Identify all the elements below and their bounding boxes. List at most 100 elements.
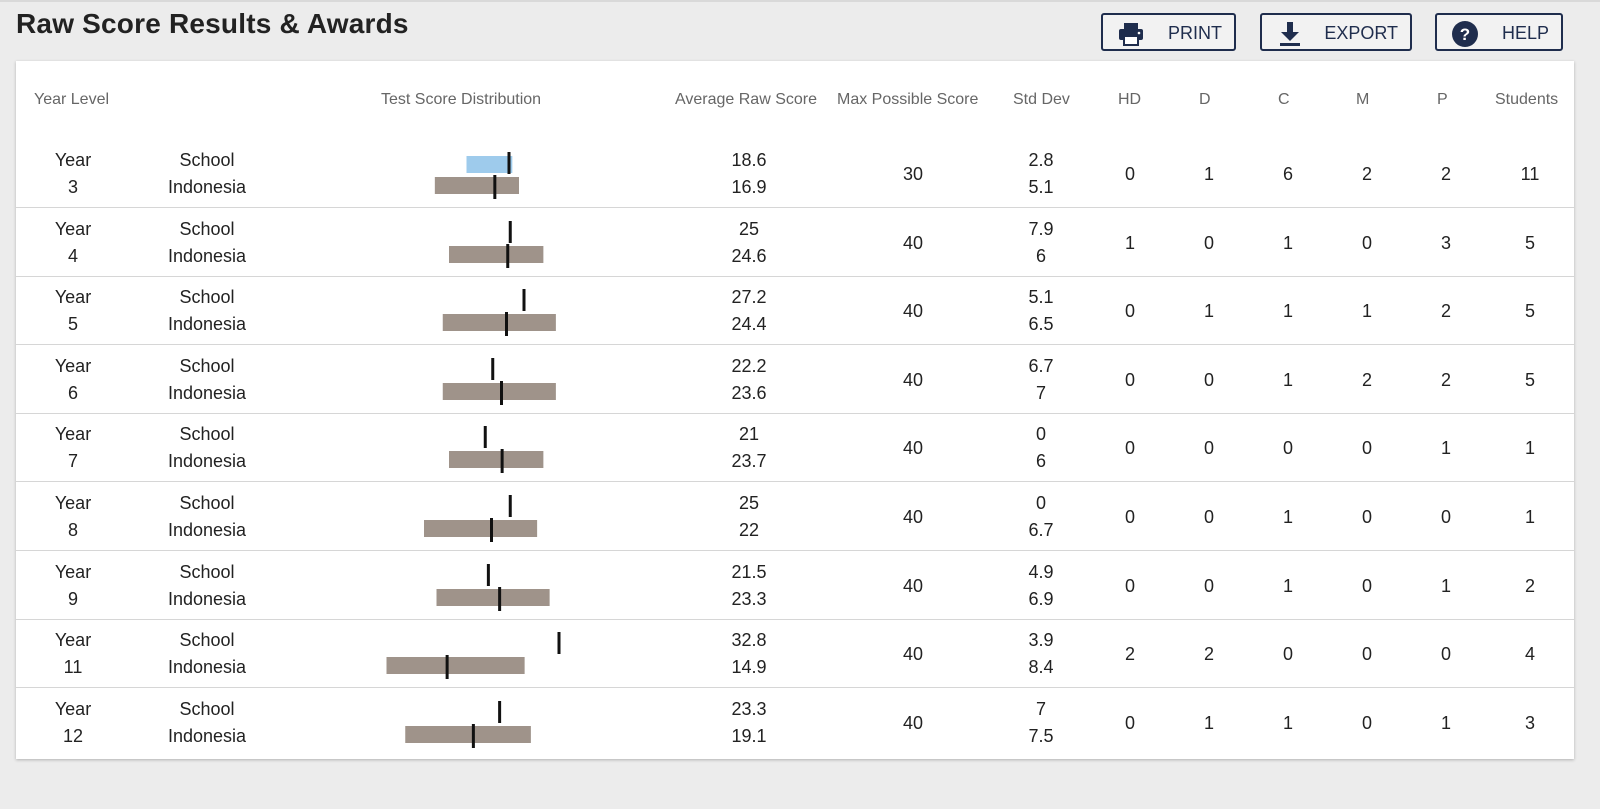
table-row[interactable]: Year 3 School Indonesia 18.6 16.9 2.8 5.1 30 0 1 6 2…: [16, 139, 1574, 208]
c-count: 1: [1282, 369, 1293, 390]
d-count: 1: [1203, 164, 1214, 184]
table-row[interactable]: Year 4 School Indonesia 25 24.6 7.9 6 40 1 0 1 0 3 5: [16, 208, 1574, 277]
table-row[interactable]: Year 9 School Indonesia 21.5 23.3 4.9 6.9 40 0 0 1 0…: [16, 551, 1574, 620]
p-count: 0: [1440, 644, 1451, 665]
m-count: 1: [1361, 301, 1372, 322]
year-cell: Year: [54, 424, 92, 445]
header-m[interactable]: M: [1356, 91, 1370, 108]
page-title: Raw Score Results & Awards: [16, 8, 409, 39]
group-cell: School: [179, 561, 235, 582]
header-average-raw-score[interactable]: Average Raw Score: [675, 91, 817, 108]
average-cell: 22.2: [731, 355, 767, 376]
std-dev-cell: 7: [1035, 382, 1046, 403]
national-range-bar: [449, 245, 544, 263]
year-cell: Year: [54, 218, 92, 239]
score-distribution: [354, 139, 614, 207]
group-cell: Indonesia: [167, 520, 247, 540]
max-score-cell: 40: [902, 507, 924, 527]
national-range-bar: [449, 451, 544, 469]
std-dev-cell: 4.9: [1028, 561, 1054, 582]
help-label: HELP: [1501, 23, 1549, 43]
m-count: 2: [1361, 369, 1372, 390]
students-count: 5: [1524, 232, 1535, 253]
year-cell: Year: [54, 355, 92, 376]
svg-text:?: ?: [1460, 25, 1470, 44]
c-count: 1: [1282, 575, 1293, 596]
national-range-bar: [434, 177, 519, 194]
score-distribution: [354, 551, 614, 619]
national-range-bar: [424, 520, 538, 537]
c-count: 0: [1282, 438, 1293, 459]
header-hd[interactable]: HD: [1118, 91, 1142, 108]
score-distribution: [354, 482, 614, 550]
table-row[interactable]: Year 8 School Indonesia 25 22 0 6.7 40 0 0 1 0 0 1: [16, 482, 1574, 551]
print-label: PRINT: [1168, 23, 1222, 43]
std-dev-cell: 6.7: [1028, 355, 1054, 376]
year-cell: 11: [63, 657, 83, 678]
help-button[interactable]: ? HELP: [1435, 13, 1563, 51]
students-count: 4: [1524, 644, 1535, 665]
average-cell: 27.2: [731, 287, 767, 308]
p-count: 2: [1440, 164, 1451, 184]
m-count: 0: [1361, 644, 1372, 665]
std-dev-cell: 6: [1035, 245, 1046, 266]
national-range-bar: [386, 657, 525, 675]
d-count: 1: [1203, 712, 1214, 733]
p-count: 2: [1440, 369, 1451, 390]
hd-count: 0: [1124, 507, 1135, 527]
std-dev-cell: 0: [1035, 493, 1046, 513]
max-score-cell: 40: [902, 575, 924, 596]
group-cell: Indonesia: [167, 245, 247, 266]
students-count: 2: [1524, 575, 1535, 596]
print-button[interactable]: PRINT: [1101, 13, 1236, 51]
table-row[interactable]: Year 6 School Indonesia 22.2 23.6 6.7 7 40 0 0 1 2 2 5: [16, 345, 1574, 414]
p-count: 0: [1440, 507, 1451, 527]
group-cell: Indonesia: [167, 177, 247, 197]
national-range-bar: [442, 314, 556, 332]
table-row[interactable]: Year 5 School Indonesia 27.2 24.4 5.1 6.5 40 0 1 1 1…: [16, 276, 1574, 346]
c-count: 1: [1282, 712, 1293, 733]
header-distribution[interactable]: Test Score Distribution: [381, 91, 542, 108]
header-max-possible-score[interactable]: Max Possible Score: [837, 91, 979, 108]
std-dev-cell: 5.1: [1028, 177, 1054, 197]
p-count: 1: [1440, 712, 1451, 733]
year-cell: Year: [54, 287, 92, 308]
c-count: 1: [1282, 507, 1293, 527]
export-button[interactable]: EXPORT: [1260, 13, 1412, 51]
national-range-bar: [442, 382, 556, 400]
group-cell: School: [179, 630, 235, 651]
table-row[interactable]: Year 7 School Indonesia 21 23.7 0 6 40 0 0 0 0 1 1: [16, 413, 1574, 483]
header-p[interactable]: P: [1437, 91, 1448, 108]
year-cell: 6: [67, 382, 78, 403]
year-cell: 8: [67, 520, 78, 540]
header-year-level[interactable]: Year Level: [34, 91, 110, 108]
students-count: 5: [1524, 369, 1535, 390]
m-count: 0: [1361, 575, 1372, 596]
header-std-dev[interactable]: Std Dev: [1013, 91, 1070, 108]
d-count: 0: [1203, 438, 1214, 459]
p-count: 1: [1440, 575, 1451, 596]
average-cell: 24.6: [731, 245, 767, 266]
std-dev-cell: 7: [1035, 698, 1046, 719]
score-distribution: [354, 276, 614, 344]
group-cell: School: [179, 424, 235, 445]
std-dev-cell: 6.9: [1028, 588, 1054, 609]
p-count: 2: [1440, 301, 1451, 322]
d-count: 0: [1203, 232, 1214, 253]
results-table: Year Level Test Score Distribution Avera…: [16, 61, 1574, 759]
hd-count: 0: [1124, 301, 1135, 322]
table-row[interactable]: Year 12 School Indonesia 23.3 19.1 7 7.5 40 0 1 1 0 1…: [16, 688, 1574, 756]
export-label: EXPORT: [1324, 23, 1398, 43]
std-dev-cell: 3.9: [1028, 630, 1054, 651]
group-cell: Indonesia: [167, 314, 247, 335]
table-row[interactable]: Year 11 School Indonesia 32.8 14.9 3.9 8.4 40 2 2 0…: [16, 619, 1574, 689]
group-cell: School: [179, 698, 235, 719]
hd-count: 2: [1124, 644, 1135, 665]
students-count: 1: [1524, 438, 1535, 459]
average-cell: 25: [738, 493, 760, 513]
header-c[interactable]: C: [1278, 91, 1290, 108]
c-count: 1: [1282, 232, 1293, 253]
students-count: 3: [1524, 712, 1535, 733]
header-students[interactable]: Students: [1495, 91, 1559, 108]
header-d[interactable]: D: [1199, 91, 1211, 108]
